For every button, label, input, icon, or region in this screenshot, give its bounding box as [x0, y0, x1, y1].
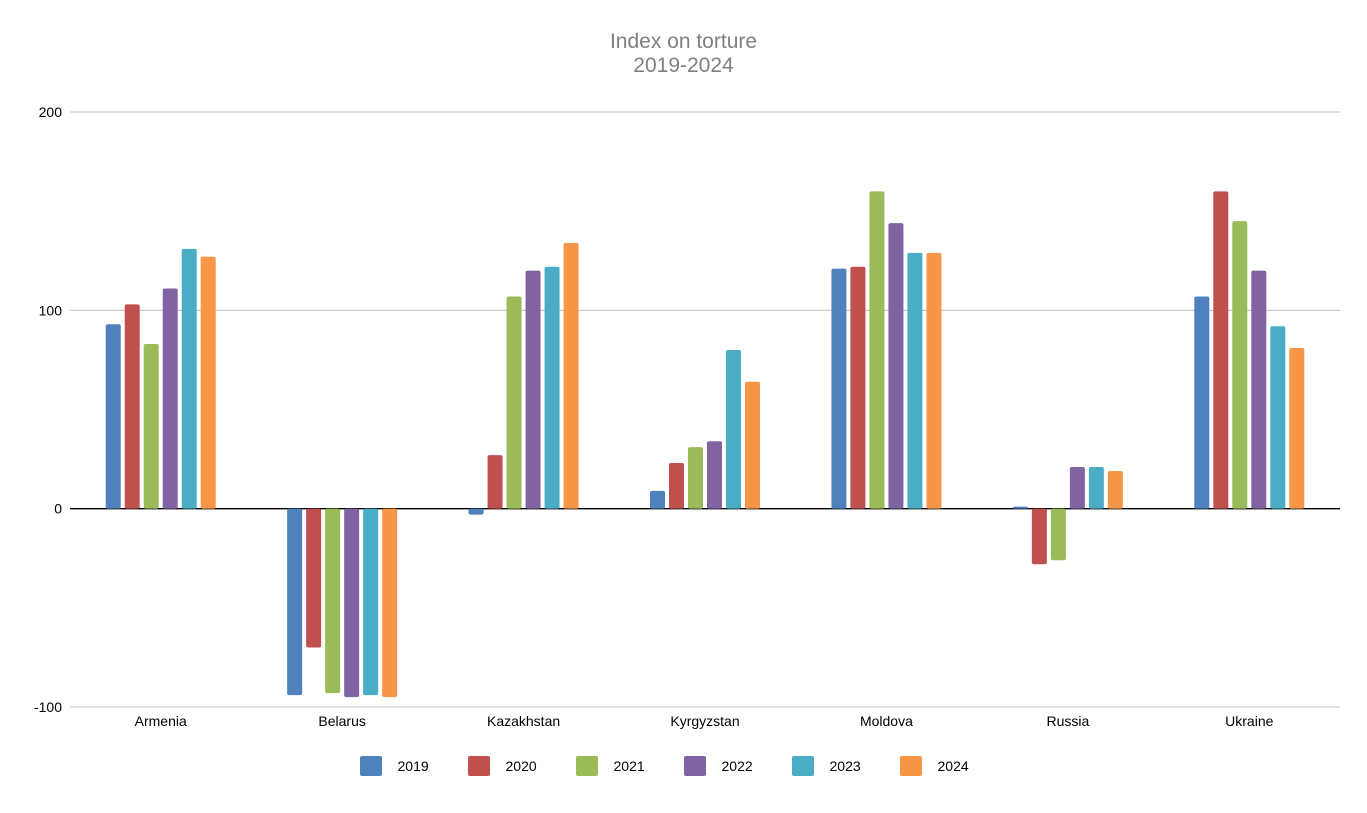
bar-ukraine-2024 [1289, 348, 1305, 509]
legend-label: 2022 [721, 758, 753, 774]
legend-item-2021: 2021 [575, 756, 684, 776]
bar-armenia-2019 [105, 324, 121, 509]
y-tick-label: 200 [39, 104, 63, 120]
bar-russia-2021 [1050, 508, 1066, 561]
legend-swatch [791, 756, 814, 776]
bar-russia-2020 [1031, 508, 1047, 565]
x-category-label: Armenia [135, 713, 187, 729]
y-tick-label: 0 [54, 501, 62, 517]
legend-label: 2023 [829, 758, 861, 774]
x-category-label: Ukraine [1225, 713, 1273, 729]
bar-moldova-2022 [888, 223, 904, 509]
bar-kazakhstan-2020 [487, 455, 503, 509]
legend-item-2020: 2020 [467, 756, 576, 776]
bar-armenia-2020 [124, 304, 140, 509]
bar-moldova-2021 [869, 191, 885, 509]
bar-ukraine-2021 [1232, 221, 1248, 509]
bar-moldova-2019 [831, 268, 847, 509]
bar-russia-2019 [1012, 506, 1028, 509]
bar-russia-2022 [1069, 467, 1085, 509]
x-category-label: Moldova [860, 713, 913, 729]
bar-armenia-2022 [162, 288, 178, 509]
legend-item-2024: 2024 [899, 756, 1008, 776]
bar-kazakhstan-2023 [544, 266, 560, 509]
x-category-label: Belarus [318, 713, 365, 729]
y-tick-label: -100 [34, 699, 62, 715]
bar-belarus-2022 [344, 508, 360, 698]
bar-armenia-2024 [200, 256, 216, 509]
legend-swatch [467, 756, 490, 776]
bar-kazakhstan-2022 [525, 270, 541, 509]
legend-swatch [359, 756, 382, 776]
bar-kyrgyzstan-2022 [707, 441, 722, 509]
bar-kyrgyzstan-2020 [669, 463, 684, 509]
legend-item-2023: 2023 [791, 756, 900, 776]
bar-belarus-2024 [382, 508, 398, 698]
legend-item-2019: 2019 [359, 756, 468, 776]
bar-ukraine-2023 [1270, 326, 1286, 509]
x-category-label: Kazakhstan [487, 713, 560, 729]
legend-swatch [575, 756, 598, 776]
bar-armenia-2021 [143, 344, 159, 509]
bar-belarus-2019 [287, 508, 303, 696]
bar-kyrgyzstan-2019 [650, 490, 665, 509]
legend-item-2022: 2022 [683, 756, 792, 776]
bar-ukraine-2020 [1213, 191, 1229, 509]
legend-label: 2021 [613, 758, 645, 774]
chart-legend: 2019 2020 2021 2022 2023 2024 [0, 756, 1367, 776]
bar-kazakhstan-2024 [563, 242, 579, 509]
y-tick-label: 100 [39, 302, 63, 318]
bar-ukraine-2022 [1251, 270, 1267, 509]
bar-kyrgyzstan-2024 [745, 381, 760, 509]
bar-kyrgyzstan-2023 [726, 350, 741, 509]
bar-kazakhstan-2019 [468, 508, 484, 515]
bar-moldova-2024 [926, 252, 942, 509]
bar-kyrgyzstan-2021 [688, 447, 703, 509]
bar-russia-2023 [1088, 467, 1104, 509]
legend-swatch [683, 756, 706, 776]
bar-belarus-2021 [325, 508, 341, 694]
legend-label: 2019 [397, 758, 429, 774]
legend-swatch [899, 756, 922, 776]
x-category-label: Kyrgyzstan [670, 713, 739, 729]
bar-armenia-2023 [181, 248, 197, 509]
chart-subtitle: 2019-2024 [633, 54, 734, 77]
bar-russia-2024 [1107, 470, 1123, 509]
legend-label: 2020 [505, 758, 537, 774]
bar-moldova-2020 [850, 266, 866, 509]
chart-title: Index on torture [609, 30, 758, 53]
bar-belarus-2020 [306, 508, 322, 648]
legend-label: 2024 [937, 758, 969, 774]
x-category-label: Russia [1046, 713, 1089, 729]
bar-moldova-2023 [907, 252, 923, 509]
bar-ukraine-2019 [1194, 296, 1210, 509]
bar-kazakhstan-2021 [506, 296, 522, 509]
bar-belarus-2023 [363, 508, 379, 696]
